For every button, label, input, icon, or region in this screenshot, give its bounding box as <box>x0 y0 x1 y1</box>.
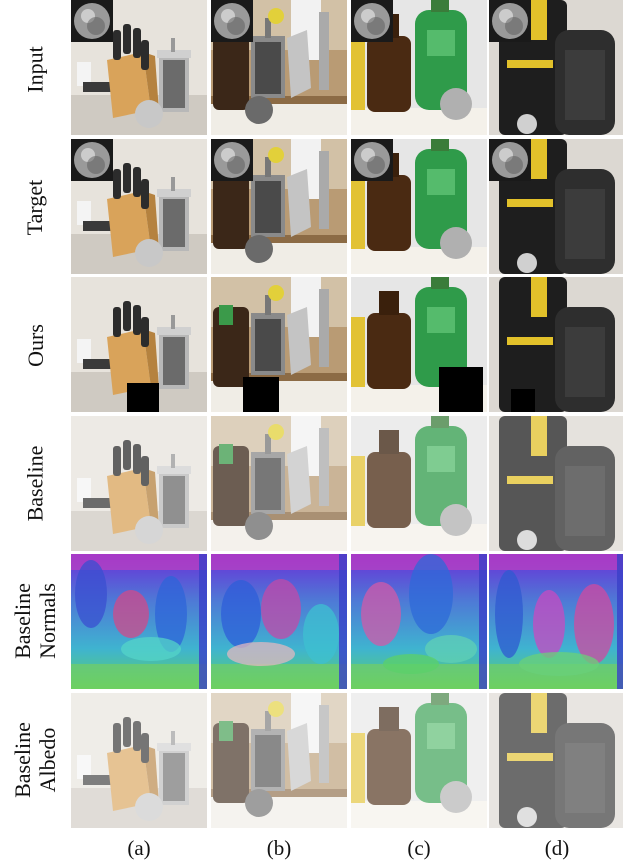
image-baseline-normals-a <box>71 554 207 689</box>
image-target-d <box>489 139 623 274</box>
photo-ours-c <box>351 277 487 412</box>
environment-probe-inset <box>351 139 393 181</box>
photo-baseline-normals-d <box>489 554 623 689</box>
environment-probe-inset <box>71 0 113 42</box>
photo-baseline-albedo-d <box>489 693 623 828</box>
column-label-a: (a) <box>127 836 151 860</box>
image-ours-c <box>351 277 487 412</box>
photo-ours-d <box>489 277 623 412</box>
masked-region <box>243 377 279 412</box>
row-label-baseline-albedo: Baseline Albedo <box>0 690 70 830</box>
photo-baseline-b <box>211 416 347 551</box>
photo-baseline-normals-b <box>211 554 347 689</box>
row-label-text: Ours <box>22 323 48 367</box>
row-label-baseline: Baseline <box>0 414 70 552</box>
row-label-text: Normals <box>35 583 61 659</box>
photo-baseline-a <box>71 416 207 551</box>
masked-region <box>439 367 483 412</box>
image-baseline-d <box>489 416 623 551</box>
image-baseline-b <box>211 416 347 551</box>
photo-input-b <box>211 0 347 135</box>
photo-baseline-c <box>351 416 487 551</box>
image-target-c <box>351 139 487 274</box>
image-input-a <box>71 0 207 135</box>
image-baseline-albedo-c <box>351 693 487 828</box>
photo-baseline-d <box>489 416 623 551</box>
environment-probe-inset <box>489 0 531 42</box>
masked-region <box>511 389 535 412</box>
environment-probe-inset <box>211 139 253 181</box>
row-label-target: Target <box>0 138 70 276</box>
masked-region <box>127 383 159 412</box>
environment-probe-inset <box>351 0 393 42</box>
image-target-a <box>71 139 207 274</box>
image-input-d <box>489 0 623 135</box>
row-label-text: Target <box>22 179 48 235</box>
photo-baseline-albedo-c <box>351 693 487 828</box>
image-baseline-normals-b <box>211 554 347 689</box>
photo-target-a <box>71 139 207 274</box>
row-label-text: Albedo <box>35 727 61 793</box>
photo-target-b <box>211 139 347 274</box>
photo-target-d <box>489 139 623 274</box>
row-label-text: Baseline <box>22 445 48 521</box>
photo-input-d <box>489 0 623 135</box>
image-baseline-albedo-b <box>211 693 347 828</box>
column-label-d: (d) <box>544 836 570 860</box>
row-label-text: Baseline <box>10 722 36 798</box>
photo-baseline-normals-a <box>71 554 207 689</box>
row-label-input: Input <box>0 0 70 138</box>
image-input-b <box>211 0 347 135</box>
row-label-baseline-normals: Baseline Normals <box>0 552 70 690</box>
photo-input-c <box>351 0 487 135</box>
environment-probe-inset <box>489 139 531 181</box>
image-baseline-albedo-d <box>489 693 623 828</box>
environment-probe-inset <box>71 139 113 181</box>
photo-ours-a <box>71 277 207 412</box>
image-baseline-c <box>351 416 487 551</box>
image-ours-b <box>211 277 347 412</box>
photo-ours-b <box>211 277 347 412</box>
image-baseline-normals-d <box>489 554 623 689</box>
environment-probe-inset <box>211 0 253 42</box>
photo-target-c <box>351 139 487 274</box>
image-baseline-a <box>71 416 207 551</box>
row-label-text: Input <box>22 45 48 93</box>
row-label-ours: Ours <box>0 276 70 414</box>
column-label-c: (c) <box>407 836 431 860</box>
photo-baseline-albedo-b <box>211 693 347 828</box>
image-ours-d <box>489 277 623 412</box>
photo-baseline-albedo-a <box>71 693 207 828</box>
column-label-b: (b) <box>266 836 292 860</box>
image-baseline-albedo-a <box>71 693 207 828</box>
image-baseline-normals-c <box>351 554 487 689</box>
image-target-b <box>211 139 347 274</box>
image-ours-a <box>71 277 207 412</box>
row-label-text: Baseline <box>10 583 36 659</box>
image-input-c <box>351 0 487 135</box>
photo-input-a <box>71 0 207 135</box>
photo-baseline-normals-c <box>351 554 487 689</box>
